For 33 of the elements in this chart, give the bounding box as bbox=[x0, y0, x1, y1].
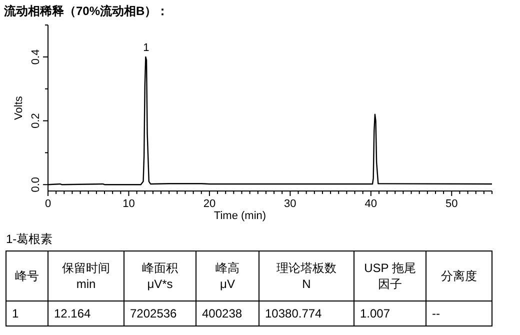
text: 峰高 bbox=[216, 261, 240, 275]
text: μV bbox=[220, 277, 235, 291]
chart-title: 流动相稀释（70%流动相B）： bbox=[3, 4, 169, 18]
text: 峰号 bbox=[15, 269, 39, 283]
text: -- bbox=[432, 306, 440, 320]
text: 7202536 bbox=[130, 306, 178, 320]
text: 400238 bbox=[202, 306, 242, 320]
text: 因子 bbox=[378, 277, 402, 291]
y-tick-label: 0.4 bbox=[30, 49, 42, 65]
text: 1 bbox=[12, 306, 19, 320]
x-tick-label: 30 bbox=[284, 198, 296, 210]
text: N bbox=[302, 277, 311, 291]
y-axis-title: Volts bbox=[13, 96, 25, 120]
x-tick-label: 0 bbox=[44, 198, 52, 210]
x-tick-label: 10 bbox=[122, 198, 135, 210]
text: 1.007 bbox=[360, 306, 390, 320]
x-tick-label: 20 bbox=[203, 198, 216, 210]
x-tick-label: 40 bbox=[364, 198, 378, 210]
text: 1-葛根素 bbox=[6, 232, 53, 246]
text: μV*s bbox=[147, 277, 173, 291]
text: 10380.774 bbox=[265, 306, 322, 320]
text: 分离度 bbox=[441, 269, 477, 283]
y-tick-label: 0.2 bbox=[30, 113, 42, 128]
text: 峰面积 bbox=[142, 261, 178, 275]
text: 保留时间 bbox=[62, 261, 110, 275]
y-tick-label: 0.0 bbox=[30, 176, 42, 192]
x-tick-label: 50 bbox=[446, 198, 458, 210]
text: min bbox=[76, 277, 96, 291]
text: 理论塔板数 bbox=[276, 261, 336, 275]
text: 12.164 bbox=[54, 306, 92, 320]
x-axis-title: Time (min) bbox=[214, 210, 266, 222]
annotation: 1 bbox=[143, 42, 150, 54]
text: USP 拖尾 bbox=[364, 261, 416, 275]
